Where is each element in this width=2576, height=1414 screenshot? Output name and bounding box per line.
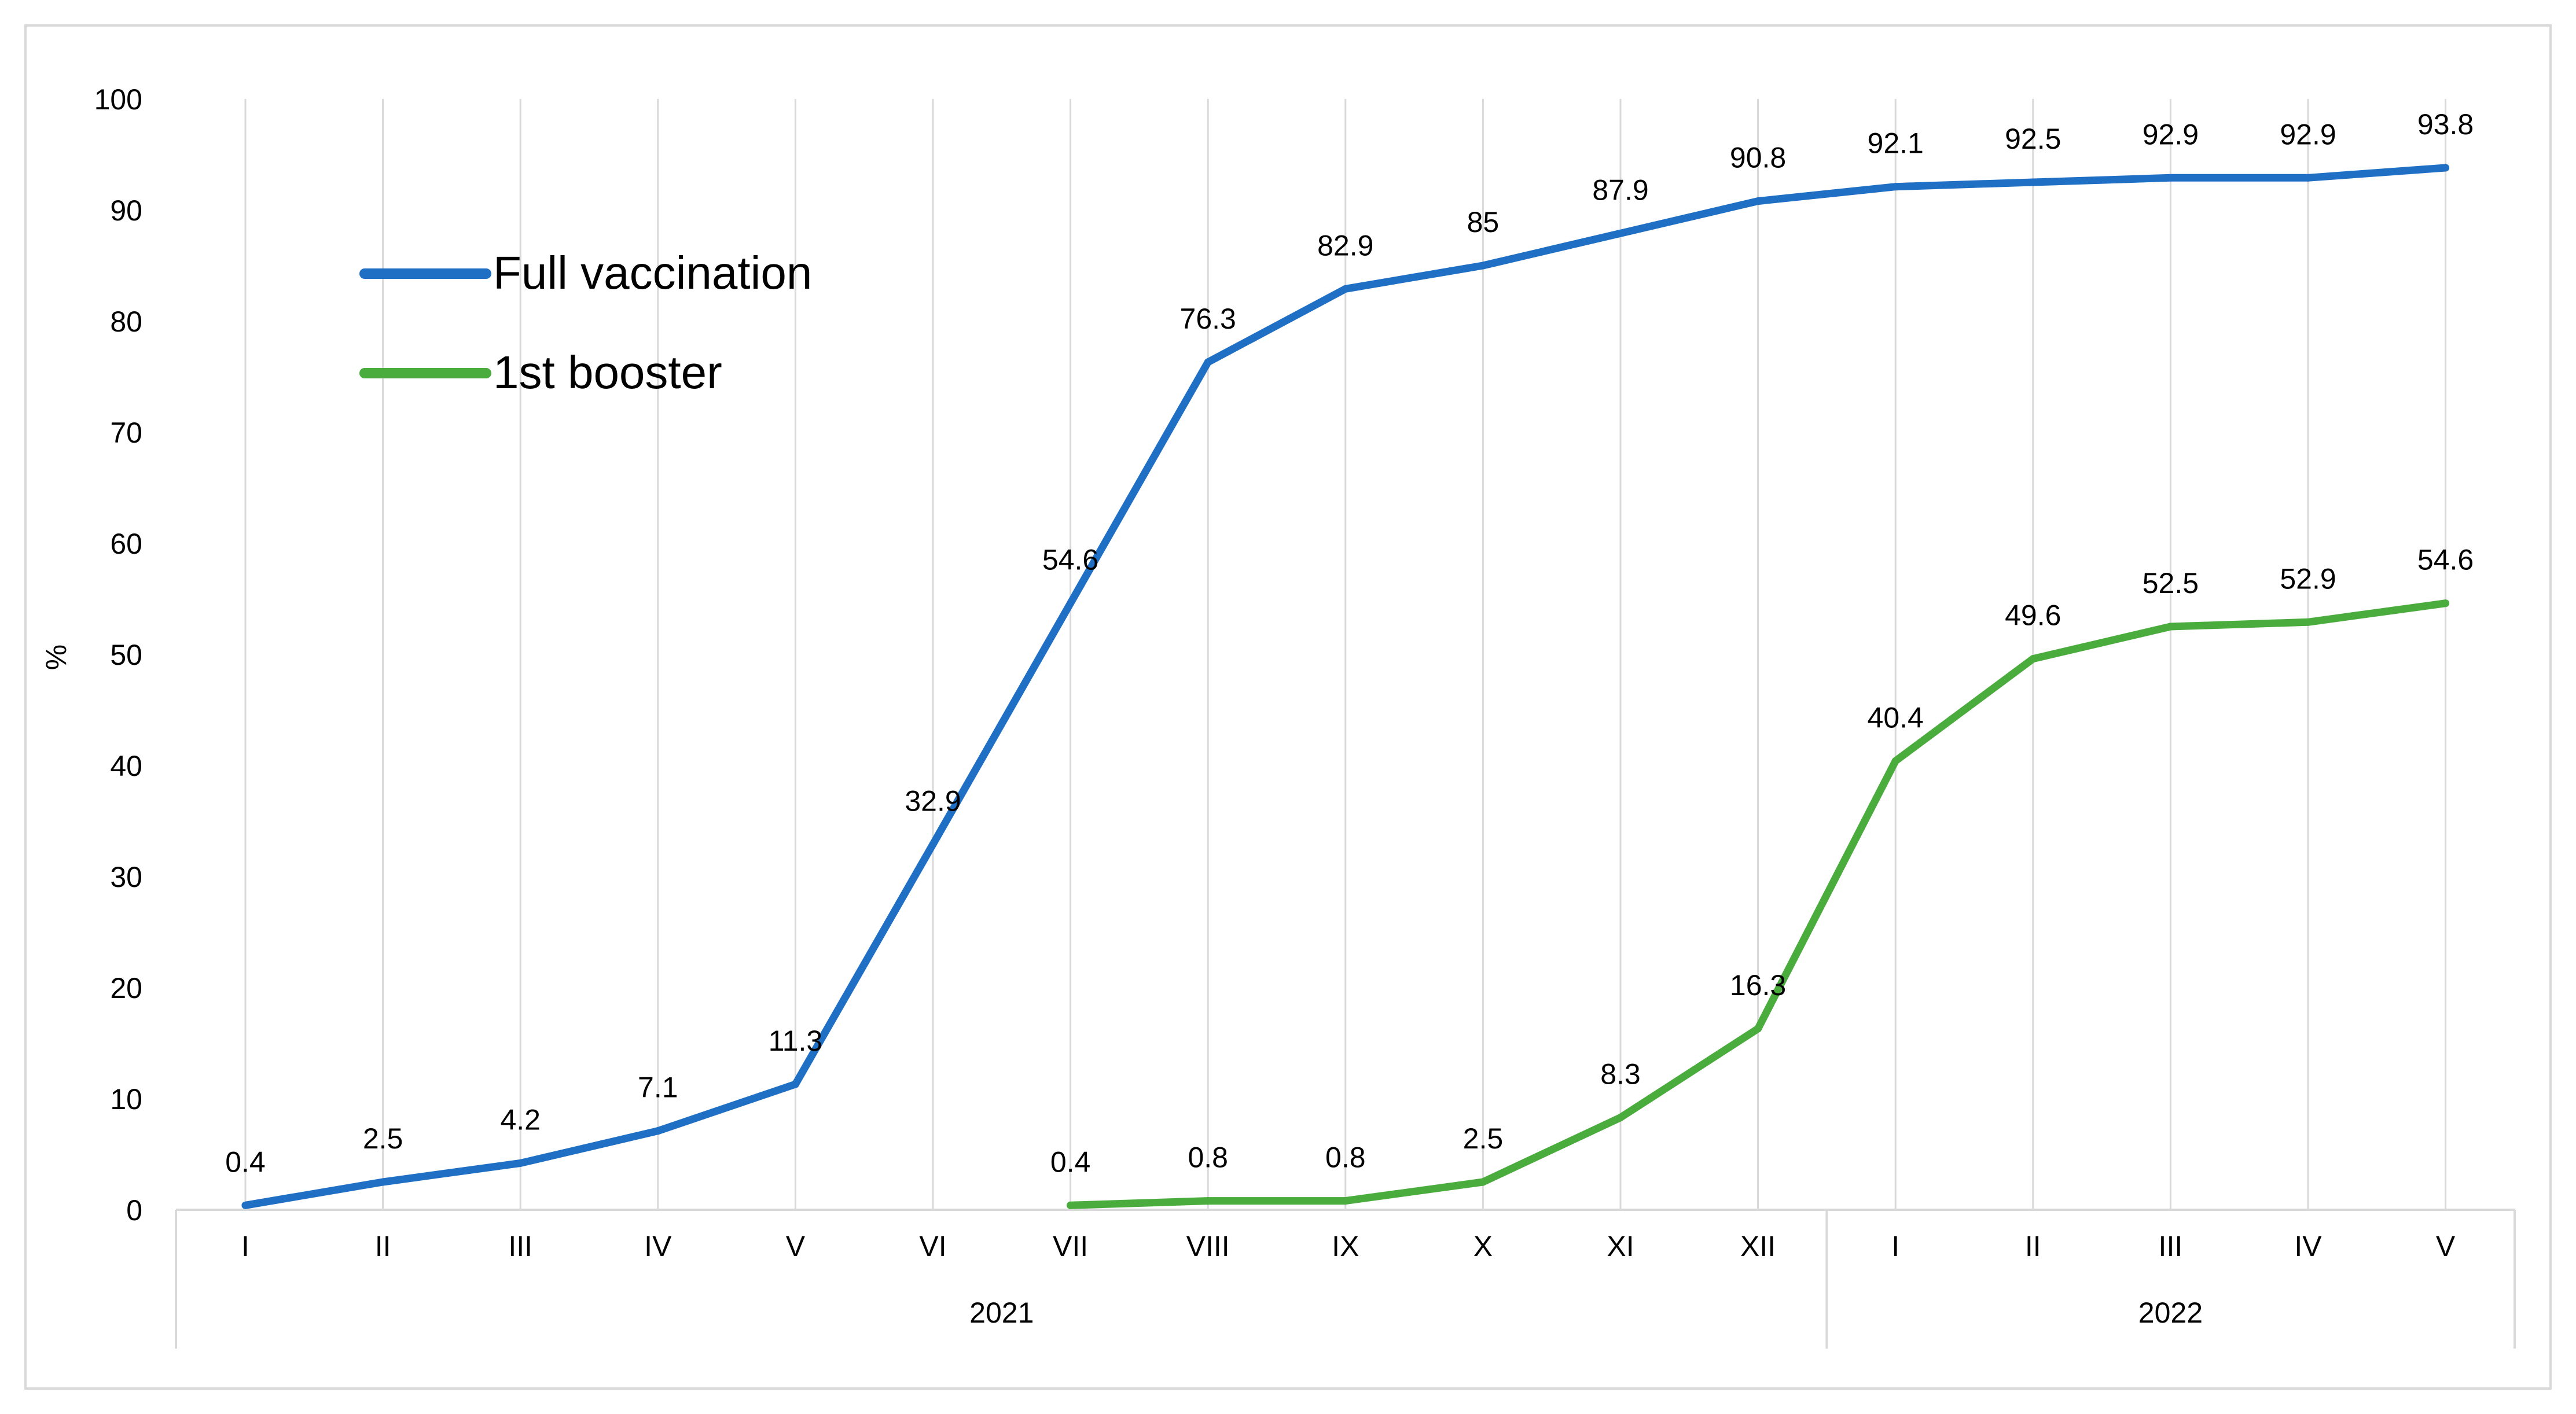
- data-label-full-vaccination: 92.9: [2143, 118, 2199, 150]
- data-label-1st-booster: 40.4: [1868, 701, 1924, 734]
- data-point-full-vaccination: [1479, 262, 1487, 270]
- legend: Full vaccination 1st booster: [359, 247, 812, 398]
- series: [241, 164, 2450, 1209]
- data-label-full-vaccination: 11.3: [769, 1025, 823, 1057]
- data-label-full-vaccination: 87.9: [1592, 174, 1648, 206]
- data-point-full-vaccination: [241, 1201, 249, 1209]
- group-label: 2022: [2138, 1297, 2203, 1329]
- data-point-1st-booster: [2029, 655, 2037, 663]
- data-label-full-vaccination: 7.1: [638, 1071, 678, 1104]
- data-label-1st-booster: 8.3: [1600, 1058, 1641, 1091]
- data-label-1st-booster: 2.5: [1463, 1122, 1504, 1155]
- data-point-full-vaccination: [1616, 229, 1625, 237]
- x-tick-label: III: [508, 1230, 532, 1262]
- legend-label-full-vaccination: Full vaccination: [493, 247, 812, 299]
- data-point-full-vaccination: [2442, 164, 2450, 172]
- data-point-full-vaccination: [2166, 174, 2174, 182]
- y-tick-label: 20: [110, 972, 142, 1004]
- y-tick-label: 60: [110, 528, 142, 560]
- x-tick-label: IV: [2294, 1230, 2322, 1262]
- x-tick-label: II: [375, 1230, 391, 1262]
- gridlines: [244, 99, 2447, 1210]
- data-point-1st-booster: [1754, 1025, 1762, 1033]
- x-tick-label: V: [786, 1230, 806, 1262]
- y-tick-label: 30: [110, 861, 142, 893]
- y-tick-label: 40: [110, 750, 142, 782]
- data-point-1st-booster: [1342, 1197, 1350, 1205]
- x-tick-label: IV: [644, 1230, 672, 1262]
- data-point-1st-booster: [1067, 1201, 1075, 1209]
- y-tick-label: 10: [110, 1083, 142, 1115]
- data-label-full-vaccination: 92.1: [1868, 127, 1924, 160]
- group-label: 2021: [969, 1297, 1034, 1329]
- data-point-full-vaccination: [379, 1178, 387, 1186]
- data-point-full-vaccination: [2304, 174, 2312, 182]
- data-point-full-vaccination: [654, 1127, 662, 1135]
- data-point-1st-booster: [1891, 757, 1899, 765]
- data-point-full-vaccination: [1891, 183, 1899, 191]
- x-tick-label: II: [2025, 1230, 2041, 1262]
- data-labels: 0.4 2.5 4.2 7.1 11.3 32.9 54.6 76.3 82.9 85 87.9 90…: [225, 108, 2474, 1178]
- data-point-full-vaccination: [791, 1080, 799, 1088]
- y-tick-label: 90: [110, 194, 142, 227]
- data-point-full-vaccination: [929, 840, 937, 848]
- x-tick-label: VIII: [1186, 1230, 1230, 1262]
- data-point-full-vaccination: [1754, 197, 1762, 205]
- data-label-full-vaccination: 82.9: [1317, 229, 1373, 262]
- data-label-1st-booster: 52.5: [2143, 567, 2199, 599]
- data-label-1st-booster: 0.8: [1325, 1141, 1366, 1174]
- y-tick-label: 80: [110, 305, 142, 338]
- data-label-full-vaccination: 76.3: [1180, 303, 1236, 335]
- data-label-1st-booster: 0.4: [1050, 1146, 1091, 1178]
- data-label-full-vaccination: 4.2: [500, 1103, 541, 1136]
- data-label-1st-booster: 52.9: [2280, 562, 2336, 595]
- data-label-full-vaccination: 92.9: [2280, 118, 2336, 150]
- legend-label-1st-booster: 1st booster: [493, 347, 722, 398]
- data-point-1st-booster: [1616, 1114, 1625, 1122]
- x-tick-label: I: [241, 1230, 249, 1262]
- data-label-full-vaccination: 0.4: [225, 1146, 266, 1178]
- x-tick-label: VII: [1053, 1230, 1088, 1262]
- y-tick-label: 50: [110, 639, 142, 671]
- x-tick-label: X: [1473, 1230, 1493, 1262]
- data-point-full-vaccination: [2029, 178, 2037, 186]
- data-label-full-vaccination: 90.8: [1730, 142, 1786, 174]
- y-tick-label: 100: [94, 83, 142, 116]
- data-label-1st-booster: 0.8: [1188, 1141, 1228, 1174]
- data-point-full-vaccination: [516, 1159, 524, 1167]
- data-point-1st-booster: [2304, 618, 2312, 626]
- data-label-1st-booster: 54.6: [2417, 544, 2474, 576]
- data-point-1st-booster: [2442, 599, 2450, 607]
- x-tick-label: XII: [1740, 1230, 1776, 1262]
- data-label-1st-booster: 49.6: [2005, 599, 2061, 632]
- y-axis-title: %: [40, 645, 72, 670]
- y-tick-label: 70: [110, 417, 142, 449]
- data-point-full-vaccination: [1067, 599, 1075, 607]
- data-label-full-vaccination: 2.5: [363, 1122, 403, 1155]
- data-point-full-vaccination: [1204, 358, 1212, 366]
- data-label-full-vaccination: 32.9: [905, 785, 961, 817]
- x-tick-label: XI: [1607, 1230, 1634, 1262]
- data-point-1st-booster: [1479, 1178, 1487, 1186]
- data-label-full-vaccination: 54.6: [1042, 544, 1098, 576]
- x-tick-label: III: [2159, 1230, 2183, 1262]
- chart-frame: 0 10 20 30 40 50 60 70 80 90 100 I II III IV V VI VII VIII…: [24, 24, 2552, 1390]
- x-tick-label: V: [2436, 1230, 2456, 1262]
- x-tick-label: VI: [919, 1230, 946, 1262]
- data-point-full-vaccination: [1342, 285, 1350, 293]
- y-tick-label: 0: [126, 1194, 142, 1227]
- data-point-1st-booster: [1204, 1197, 1212, 1205]
- data-point-1st-booster: [2166, 623, 2174, 631]
- data-label-1st-booster: 16.3: [1730, 969, 1786, 1001]
- x-tick-label: IX: [1332, 1230, 1359, 1262]
- data-label-full-vaccination: 92.5: [2005, 123, 2061, 155]
- data-label-full-vaccination: 93.8: [2417, 108, 2474, 141]
- x-tick-label: I: [1891, 1230, 1899, 1262]
- data-label-full-vaccination: 85: [1467, 206, 1500, 238]
